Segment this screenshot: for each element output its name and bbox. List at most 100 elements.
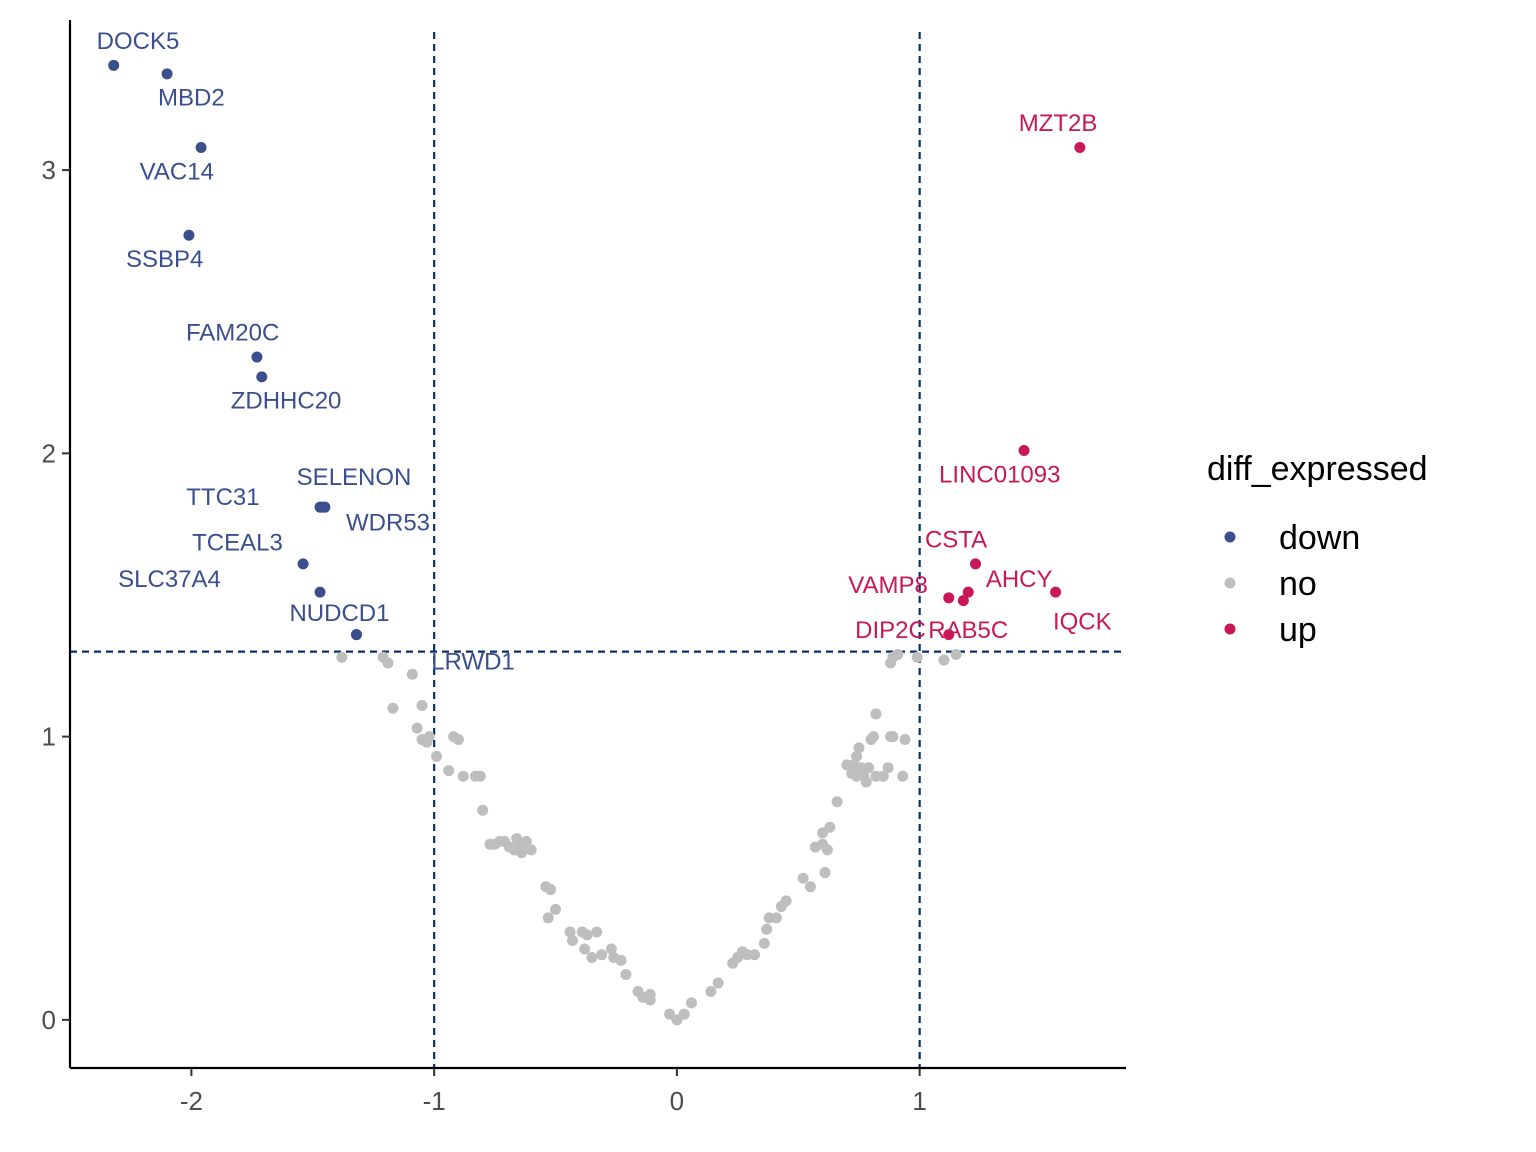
point-no-11 xyxy=(452,733,464,745)
point-down-8 xyxy=(316,501,328,513)
point-label-lrwd1: LRWD1 xyxy=(431,648,515,675)
legend-key-up xyxy=(1224,623,1236,635)
point-no-34 xyxy=(591,926,603,938)
point-no-81 xyxy=(868,731,880,743)
point-label-fam20c: FAM20C xyxy=(186,320,279,347)
point-no-57 xyxy=(749,949,761,961)
legend-key-down xyxy=(1224,531,1236,543)
point-no-2 xyxy=(382,657,394,669)
point-label-ssbp4: SSBP4 xyxy=(126,246,203,273)
point-no-33 xyxy=(581,929,593,941)
point-no-63 xyxy=(780,895,792,907)
data-points xyxy=(108,59,1086,1026)
point-down-1 xyxy=(161,68,173,80)
point-no-84 xyxy=(877,770,889,782)
point-label-linc01093: LINC01093 xyxy=(939,461,1060,488)
point-down-12 xyxy=(350,629,362,641)
y-tick-label: 1 xyxy=(42,722,56,752)
point-down-3 xyxy=(183,229,195,241)
point-no-99 xyxy=(841,759,853,771)
point-no-46 xyxy=(644,994,656,1006)
legend-label-up: up xyxy=(1279,611,1317,649)
point-label-rab5c: RAB5C xyxy=(928,617,1008,644)
point-down-10 xyxy=(314,586,326,598)
point-label-zdhhc20: ZDHHC20 xyxy=(231,388,342,415)
legend-label-down: down xyxy=(1279,519,1360,557)
point-no-100 xyxy=(851,770,863,782)
point-no-101 xyxy=(863,762,875,774)
point-no-14 xyxy=(457,770,469,782)
point-label-ahcy: AHCY xyxy=(986,566,1053,593)
point-up-4 xyxy=(962,586,974,598)
point-down-9 xyxy=(297,558,309,570)
point-label-vamp8: VAMP8 xyxy=(848,572,928,599)
y-tick-label: 2 xyxy=(42,438,56,468)
point-no-87 xyxy=(887,731,899,743)
point-no-28 xyxy=(545,884,557,896)
point-no-71 xyxy=(819,867,831,879)
legend-key-no xyxy=(1224,577,1236,589)
point-no-59 xyxy=(761,923,773,935)
legend-label-no: no xyxy=(1279,565,1317,603)
point-no-31 xyxy=(564,926,576,938)
point-no-42 xyxy=(620,969,632,981)
point-no-0 xyxy=(336,651,348,663)
point-label-tceal3: TCEAL3 xyxy=(192,529,283,556)
point-no-37 xyxy=(586,952,598,964)
legend: diff_expressed down no up xyxy=(1207,450,1428,649)
point-no-64 xyxy=(797,872,809,884)
point-no-49 xyxy=(678,1008,690,1020)
point-label-selenon: SELENON xyxy=(297,464,412,491)
point-no-16 xyxy=(474,770,486,782)
point-no-38 xyxy=(596,949,608,961)
point-label-mbd2: MBD2 xyxy=(158,85,225,112)
point-label-wdr53: WDR53 xyxy=(346,510,430,537)
point-no-76 xyxy=(853,742,865,754)
point-no-6 xyxy=(411,722,423,734)
point-labels: DOCK5 MBD2 VAC14 SSBP4 FAM20C ZDHHC20 SELENON T… xyxy=(97,28,1112,675)
point-no-39 xyxy=(605,943,617,955)
point-no-96 xyxy=(484,838,496,850)
point-label-dock5: DOCK5 xyxy=(97,28,180,55)
point-no-25 xyxy=(525,844,537,856)
point-up-7 xyxy=(943,629,955,641)
x-tick-label: -2 xyxy=(180,1086,203,1116)
point-up-3 xyxy=(943,592,955,604)
point-no-61 xyxy=(770,912,782,924)
point-label-ttc31: TTC31 xyxy=(186,484,259,511)
point-no-9 xyxy=(416,733,428,745)
point-label-mzt2b: MZT2B xyxy=(1019,110,1098,137)
point-no-98 xyxy=(520,835,532,847)
x-tick-label: 1 xyxy=(912,1086,926,1116)
point-no-92 xyxy=(892,648,904,660)
point-label-iqck: IQCK xyxy=(1053,609,1112,636)
point-no-41 xyxy=(615,954,627,966)
point-no-3 xyxy=(406,668,418,680)
point-no-93 xyxy=(911,651,923,663)
threshold-lines xyxy=(70,32,1126,1068)
point-up-2 xyxy=(969,558,981,570)
point-no-72 xyxy=(831,796,843,808)
point-label-vac14: VAC14 xyxy=(140,158,214,185)
point-no-29 xyxy=(550,903,562,915)
y-tick-label: 0 xyxy=(42,1005,56,1035)
point-no-26 xyxy=(516,847,528,859)
point-down-5 xyxy=(256,371,268,383)
point-up-1 xyxy=(1018,445,1030,457)
point-label-slc37a4: SLC37A4 xyxy=(118,566,221,593)
point-label-nudcd1: NUDCD1 xyxy=(289,600,389,627)
point-no-12 xyxy=(431,750,443,762)
point-no-79 xyxy=(860,776,872,788)
point-no-30 xyxy=(542,912,554,924)
point-no-85 xyxy=(882,762,894,774)
point-no-5 xyxy=(416,699,428,711)
point-down-2 xyxy=(195,141,207,153)
point-no-13 xyxy=(443,765,455,777)
point-no-75 xyxy=(851,750,863,762)
x-tick-label: -1 xyxy=(423,1086,446,1116)
point-no-58 xyxy=(758,937,770,949)
point-no-51 xyxy=(705,986,717,998)
point-down-4 xyxy=(251,351,263,363)
point-label-dip2c: DIP2C xyxy=(855,617,926,644)
